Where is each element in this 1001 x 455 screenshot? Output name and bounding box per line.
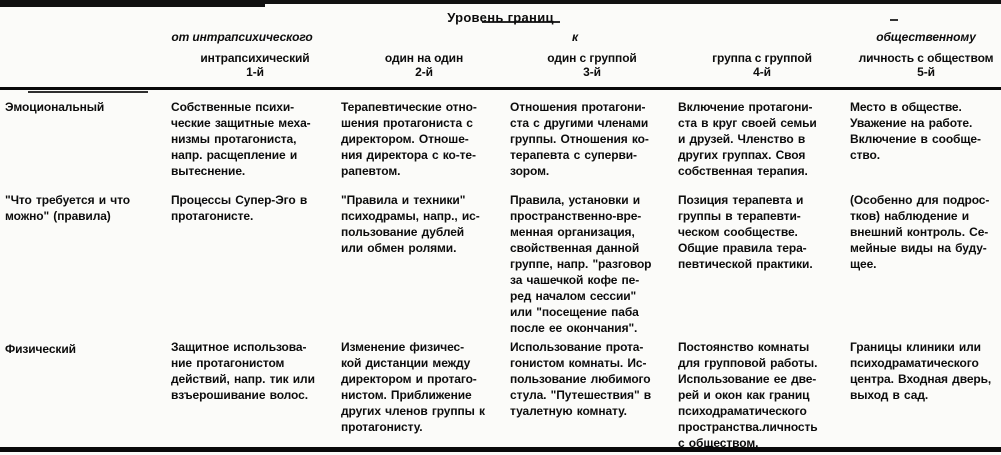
column-header-name: группа с группой	[712, 51, 812, 65]
column-header-5: личность с обществом 5-й	[850, 51, 1001, 79]
column-header-4: группа с группой 4-й	[678, 51, 846, 79]
table-cell: Защитное использова- ние протагонистом д…	[171, 340, 315, 402]
scan-artifact-top-bar	[0, 0, 1001, 4]
table-cell: Собственные психи- ческие защитные меха-…	[171, 100, 311, 178]
column-header-name: один на один	[384, 51, 464, 65]
table-cell: (Особенно для подрос- тков) наблюдение и…	[850, 193, 990, 271]
column-header-name: личность с обществом	[858, 51, 994, 65]
column-header-1: интрапсихический 1-й	[171, 51, 339, 79]
table-cell: Позиция терапевта и группы в терапевти- …	[678, 193, 813, 271]
header-rule	[0, 87, 1001, 90]
table-cell: Использование прота- гонистом комнаты. И…	[510, 340, 652, 418]
table-cell: Терапевтические отно- шения протагониста…	[341, 100, 477, 178]
column-header-ordinal: 2-й	[415, 65, 433, 79]
column-header-ordinal: 3-й	[583, 65, 601, 79]
column-header-ordinal: 1-й	[246, 65, 264, 79]
table-cell: Границы клиники или психодраматического …	[850, 340, 992, 402]
scan-artifact-right-speck	[890, 19, 898, 21]
direction-label-middle: к	[572, 30, 578, 44]
row-label-physical: Физический	[5, 342, 76, 356]
column-header-3: один с группой 3-й	[510, 51, 674, 79]
direction-label-to: общественному	[876, 30, 976, 44]
column-header-name: один с группой	[547, 51, 637, 65]
table-cell: Место в обществе. Уважение на работе. Вк…	[850, 100, 981, 162]
column-header-name: интрапсихический	[200, 51, 310, 65]
row-label-rules: "Что требуется и что можно" (правила)	[5, 193, 130, 223]
row-label-emotional: Эмоциональный	[5, 100, 105, 114]
column-header-2: один на один 2-й	[341, 51, 507, 79]
table-cell: Изменение физичес- кой дистанции между д…	[341, 340, 485, 434]
table-cell: "Правила и техники" психодрамы, напр., и…	[341, 193, 480, 255]
scan-artifact-top-dash	[95, 4, 265, 7]
bottom-rule	[0, 447, 1001, 452]
column-header-ordinal: 5-й	[917, 65, 935, 79]
table-title: Уровень границ	[447, 10, 554, 25]
table-cell: Отношения протагони- ста с другими члена…	[510, 100, 649, 178]
scan-artifact-title-dash	[482, 21, 560, 23]
table-cell: Включение протагони- ста в круг своей се…	[678, 100, 817, 178]
column-header-ordinal: 4-й	[753, 65, 771, 79]
table-cell: Постоянство комнаты для групповой работы…	[678, 340, 818, 450]
table-cell: Правила, установки и пространственно-вре…	[510, 193, 652, 335]
scan-artifact-top-left-blob	[0, 0, 95, 7]
table-cell: Процессы Супер-Эго в протагонисте.	[171, 193, 308, 223]
scan-artifact-header-dash	[28, 91, 148, 93]
direction-label-from: от интрапсихического	[171, 30, 313, 44]
